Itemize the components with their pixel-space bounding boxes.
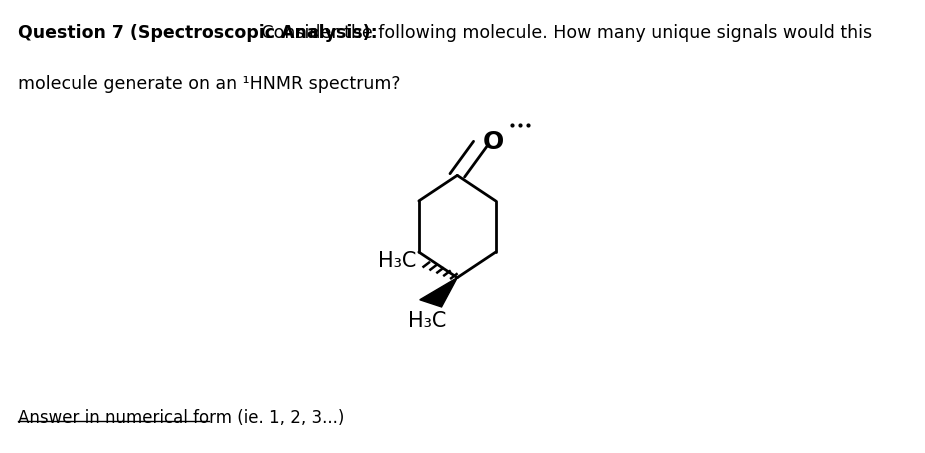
Polygon shape [420, 278, 457, 307]
Text: O: O [483, 130, 504, 154]
Text: Consider the following molecule. How many unique signals would this: Consider the following molecule. How man… [256, 24, 872, 42]
Text: molecule generate on an ¹HNMR spectrum?: molecule generate on an ¹HNMR spectrum? [18, 75, 401, 93]
Text: H₃C: H₃C [378, 251, 416, 271]
Text: Question 7 (Spectroscopic Analysis):: Question 7 (Spectroscopic Analysis): [18, 24, 378, 42]
Text: Answer in numerical form (ie. 1, 2, 3...): Answer in numerical form (ie. 1, 2, 3...… [18, 409, 345, 427]
Text: H₃C: H₃C [408, 311, 446, 331]
